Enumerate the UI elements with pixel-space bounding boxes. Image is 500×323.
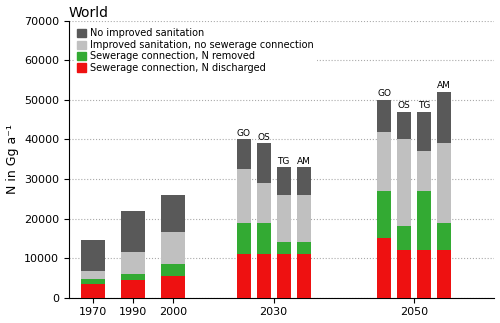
Bar	[397, 226, 411, 250]
Bar	[377, 191, 391, 238]
Bar	[236, 169, 250, 223]
Bar	[256, 143, 270, 183]
Text: AM: AM	[297, 157, 310, 166]
Bar	[81, 240, 105, 271]
Bar	[81, 279, 105, 284]
Bar	[81, 284, 105, 298]
Bar	[417, 250, 431, 298]
Bar	[236, 254, 250, 298]
Bar	[417, 151, 431, 191]
Bar	[256, 223, 270, 254]
Text: AM: AM	[438, 81, 451, 90]
Bar	[162, 276, 186, 298]
Legend: No improved sanitation, Improved sanitation, no sewerage connection, Sewerage co: No improved sanitation, Improved sanitat…	[74, 26, 317, 76]
Bar	[417, 112, 431, 151]
Bar	[236, 223, 250, 254]
Bar	[81, 271, 105, 279]
Bar	[121, 211, 145, 252]
Bar	[121, 252, 145, 274]
Bar	[297, 254, 311, 298]
Bar	[417, 191, 431, 250]
Bar	[437, 250, 452, 298]
Bar	[437, 92, 452, 143]
Text: OS: OS	[258, 133, 270, 142]
Bar	[162, 233, 186, 264]
Y-axis label: N in Gg a⁻¹: N in Gg a⁻¹	[6, 124, 18, 194]
Bar	[236, 140, 250, 169]
Bar	[121, 274, 145, 280]
Bar	[276, 167, 290, 195]
Bar	[162, 195, 186, 233]
Bar	[377, 238, 391, 298]
Bar	[276, 242, 290, 254]
Bar	[377, 100, 391, 131]
Bar	[276, 254, 290, 298]
Bar	[297, 195, 311, 242]
Bar	[397, 112, 411, 140]
Bar	[121, 280, 145, 298]
Bar	[256, 254, 270, 298]
Text: TG: TG	[278, 157, 290, 166]
Bar	[297, 167, 311, 195]
Text: TG: TG	[418, 101, 430, 110]
Bar	[437, 223, 452, 250]
Text: GO: GO	[236, 129, 250, 138]
Bar	[397, 250, 411, 298]
Bar	[437, 143, 452, 223]
Text: World: World	[69, 5, 109, 20]
Text: OS: OS	[398, 101, 410, 110]
Bar	[377, 131, 391, 191]
Bar	[276, 195, 290, 242]
Bar	[162, 264, 186, 276]
Bar	[256, 183, 270, 223]
Bar	[297, 242, 311, 254]
Bar	[397, 140, 411, 226]
Text: GO: GO	[377, 89, 391, 98]
